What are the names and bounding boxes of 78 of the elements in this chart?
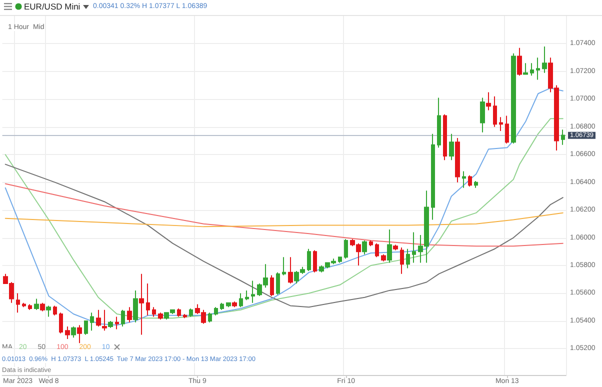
candlestick [90,312,94,332]
candlestick [214,306,218,316]
candlestick [251,280,255,304]
candlestick [146,283,150,316]
candlestick [511,52,516,144]
candlestick [59,312,63,334]
candlestick [22,302,26,308]
line-series [4,164,564,308]
candlestick [344,238,348,260]
candlestick [139,273,144,336]
candlestick [28,304,32,310]
candlestick [96,309,101,327]
candlestick [232,301,237,308]
candlestick [276,272,280,296]
candlestick [375,242,379,258]
candlestick [220,302,224,310]
candlestick [406,248,410,269]
candlestick [282,256,286,276]
candlestick [338,256,342,264]
candlestick [71,326,76,338]
candlestick [239,292,243,308]
candlestick [177,308,181,318]
candlestick [46,305,51,318]
candlestick [121,309,125,327]
candlestick [455,137,460,183]
candlestick [412,232,416,264]
candlestick [152,306,156,318]
candlestick [34,298,39,310]
candlestick [530,62,534,76]
candlestick [486,92,491,111]
candlestick [480,97,485,133]
candlestick [400,246,404,274]
line-series [4,118,564,319]
candlestick [189,308,193,318]
chart-title: EUR/USD Mini [24,2,80,12]
candlestick [313,250,317,273]
candlestick [362,240,367,255]
candlestick [102,309,107,332]
candlestick [542,46,547,74]
candlestick [40,302,45,312]
candlestick [77,324,82,344]
candlestick [387,228,392,264]
candlestick [65,326,70,340]
candlestick [208,312,212,323]
candlestick [108,320,113,328]
line-series [4,88,564,326]
candlestick [536,57,540,80]
candlestick [270,274,274,296]
candlestick [158,312,163,320]
candlestick [369,240,373,247]
candlestick [449,133,454,161]
candlestick [53,305,57,316]
candlestick [437,97,441,148]
candlestick [183,314,187,319]
candlestick [381,254,386,262]
candlestick [127,306,132,323]
candlestick [115,316,119,330]
candlestick [307,248,311,272]
candlestick [505,115,509,144]
line-series [4,212,564,228]
candlestick [462,170,466,188]
candlestick [288,256,293,284]
candlestick [443,114,447,161]
candlestick [561,129,565,146]
candlestick [245,290,249,301]
candlestick [499,116,503,132]
candlestick [226,302,231,308]
candlestick [393,244,398,251]
candlestick [133,290,138,323]
candlestick [493,96,497,128]
candlestick [16,292,20,314]
candlestick [84,320,88,336]
candlestick [523,62,528,75]
line-series [4,183,564,247]
candlestick [517,47,522,76]
candlestick [431,133,435,220]
candlestick [474,180,478,188]
candlestick [468,174,472,187]
